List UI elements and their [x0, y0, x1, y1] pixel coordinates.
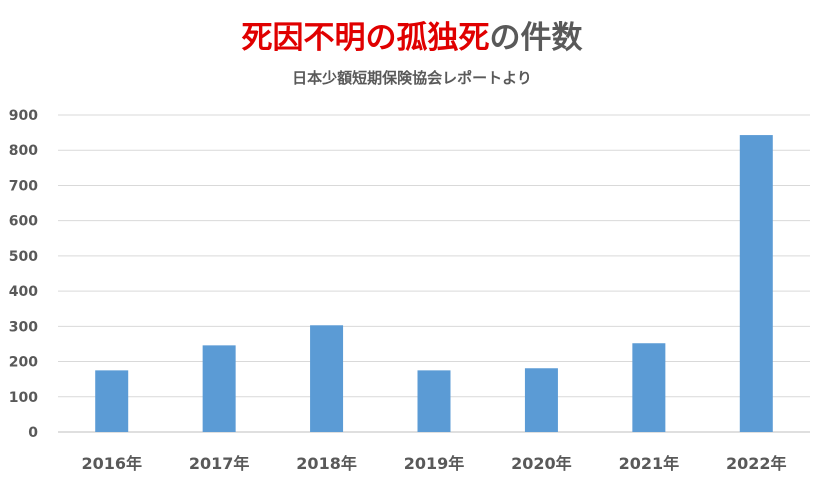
bar [632, 343, 666, 432]
chart-title-highlight: 死因不明の孤独死 [241, 20, 490, 56]
bar [417, 370, 451, 432]
y-tick-label: 400 [9, 284, 38, 300]
y-tick-label: 900 [9, 108, 38, 124]
x-tick-label: 2018年 [296, 454, 357, 473]
y-tick-label: 500 [9, 249, 38, 265]
y-tick-label: 200 [9, 355, 38, 371]
chart-title: 死因不明の孤独死の件数 [0, 18, 824, 58]
chart-title-rest: の件数 [489, 20, 583, 56]
y-tick-label: 300 [9, 319, 38, 335]
x-tick-label: 2022年 [726, 454, 787, 473]
x-tick-label: 2021年 [619, 454, 680, 473]
y-tick-label: 100 [9, 390, 38, 406]
x-tick-label: 2019年 [404, 454, 465, 473]
chart-subtitle: 日本少額短期保険協会レポートより [292, 69, 532, 87]
bar [310, 325, 344, 432]
y-tick-label: 600 [9, 214, 38, 230]
x-tick-label: 2016年 [81, 454, 142, 473]
x-tick-label: 2017年 [189, 454, 250, 473]
bar [202, 345, 236, 432]
y-tick-label: 800 [9, 143, 38, 159]
bar [739, 135, 773, 432]
x-tick-label: 2020年 [511, 454, 572, 473]
y-tick-label: 700 [9, 178, 38, 194]
y-tick-label: 0 [28, 425, 38, 441]
bar [95, 370, 129, 432]
bar [524, 368, 558, 432]
